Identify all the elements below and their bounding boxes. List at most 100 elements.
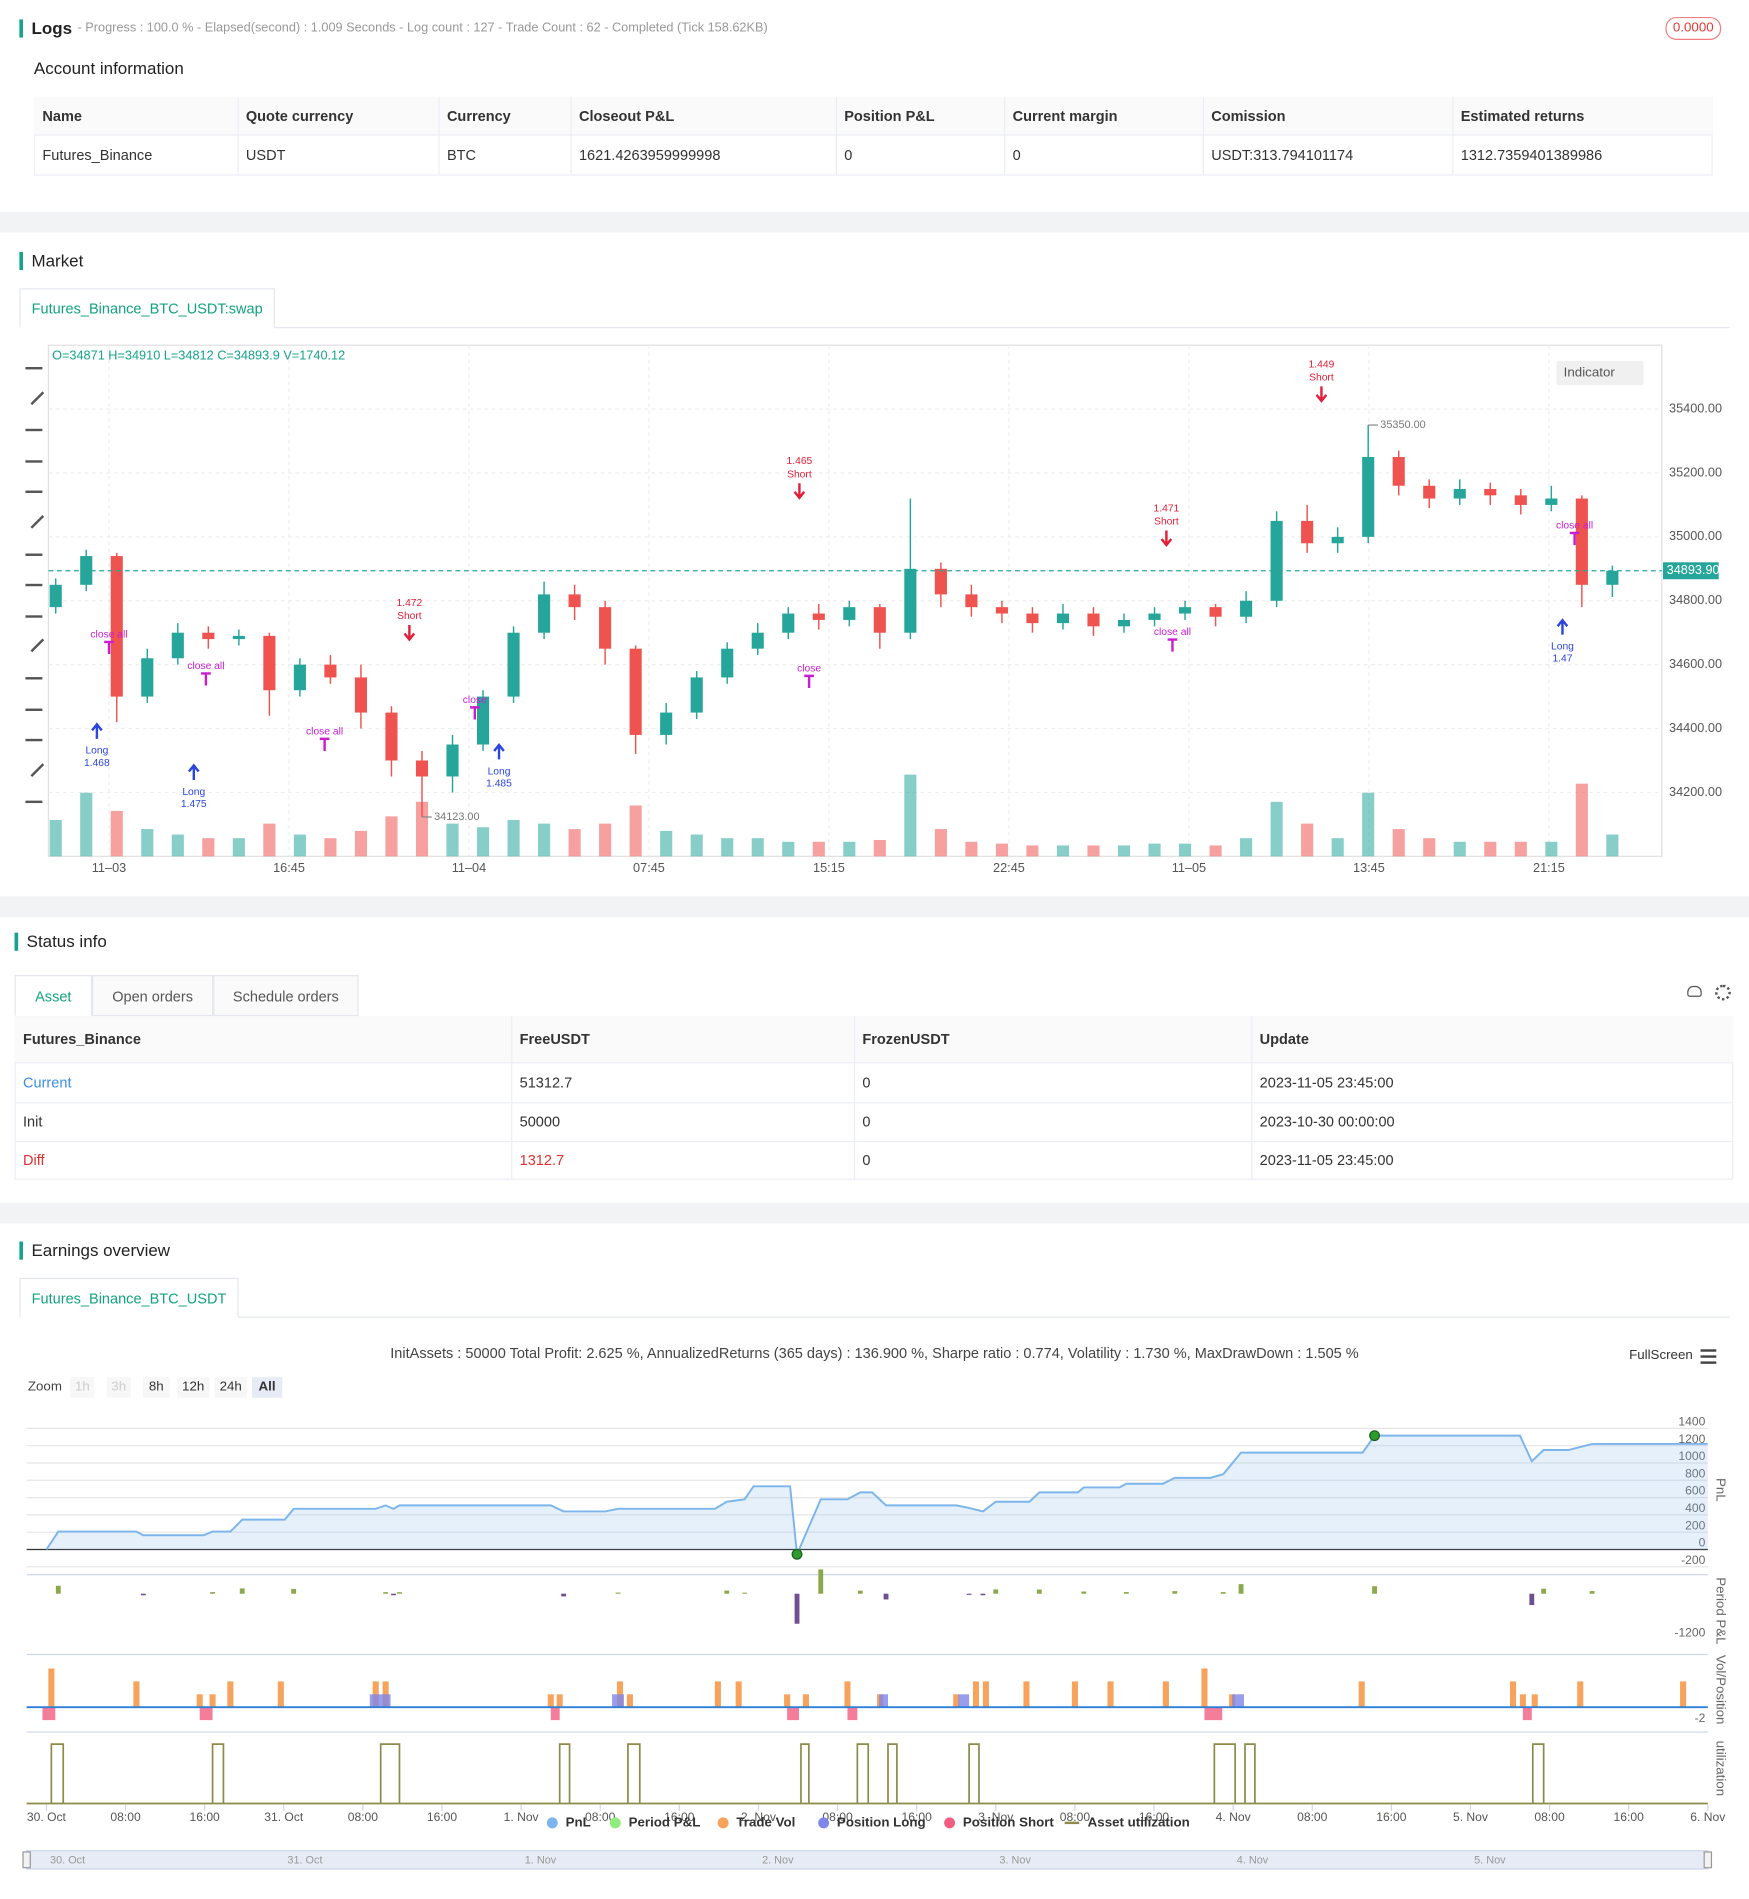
cell: USDT:313.794101174 [1211,146,1354,164]
zoom-button[interactable]: 12h [176,1377,210,1398]
col-divider [835,96,837,176]
tool-icon[interactable] [25,357,43,370]
tab[interactable]: Futures_Binance_BTC_USDT:swap [19,288,275,329]
close-arrow [319,737,330,751]
volume-bar [232,838,245,857]
tool-icon[interactable] [25,791,43,804]
signal-amount: 1.449 [1309,359,1335,370]
tab[interactable]: Schedule orders [213,975,359,1017]
bar [784,1694,791,1708]
cell: 51312.7 [519,1074,573,1092]
y-tick-label: 400 [1685,1501,1705,1515]
close-arrow [804,674,814,688]
candle-body [1514,495,1527,505]
y-tick-label: -200 [1681,1553,1706,1567]
bar [1529,1593,1535,1606]
bar [714,1681,721,1708]
signal-amount: 1.472 [397,598,423,609]
zoom-button[interactable]: 24h [214,1377,248,1398]
candle-body [629,648,642,735]
indicator-button[interactable]: Indicator [1556,360,1644,386]
earnings-chart: 1400 1200 1000 800 600 400 200 0 -200 PnL -1200 Per… [22,1415,1728,1870]
candle-body [568,594,581,608]
zoom-button[interactable]: 3h [106,1377,131,1398]
volume-bar [934,829,947,857]
signal-label: Long [488,766,511,777]
navigator-label: 31. Oct [287,1854,322,1866]
x-tick-label: 08:00 [1060,1810,1091,1824]
fullscreen-button[interactable]: FullScreen [1629,1348,1693,1363]
signal-label: Short [1309,373,1334,384]
position-block [612,1694,624,1708]
signal-label: Short [397,611,422,622]
cell: 1621.4263959999998 [578,146,721,164]
volume-bar [141,829,154,857]
close-arrow [1569,531,1580,546]
candle-body [1606,570,1619,585]
tool-icon[interactable] [25,543,43,556]
candle-body [171,632,184,659]
x-tick-label: 07:45 [633,860,665,875]
candle-body [751,632,764,649]
volume-bar [1453,841,1466,857]
tool-icon[interactable] [25,698,43,711]
utilization-step [1531,1743,1545,1804]
tool-icon[interactable] [25,729,43,742]
candle-body [385,712,398,761]
bar [1541,1588,1547,1594]
bar [547,1694,554,1708]
signal-amount: 1.475 [181,799,207,810]
tool-icon[interactable] [25,450,43,463]
volume-bar [873,839,886,857]
bar [1162,1681,1169,1708]
panel-axis-label: Vol/Position [1713,1655,1728,1725]
cell: Diff [23,1151,45,1169]
volume-bar [324,838,337,857]
bar [133,1681,140,1708]
y-tick-label: 34800.00 [1669,592,1722,607]
utilization-step [800,1743,810,1804]
tool-icon[interactable] [25,605,43,618]
icon-download[interactable] [1687,985,1702,997]
cell: 0 [844,146,853,164]
bar [277,1681,284,1708]
tab[interactable]: Futures_Binance_BTC_USDT [19,1277,239,1318]
tool-icon[interactable] [25,419,43,432]
menu-icon[interactable] [1700,1349,1717,1364]
tab[interactable]: Asset [14,975,93,1017]
bar [1509,1681,1517,1708]
x-tick-label: 16:45 [273,860,305,875]
volume-bar [965,841,978,857]
zoom-button[interactable]: 1h [70,1377,95,1398]
candle-body [263,635,276,691]
zoom-button[interactable]: All [251,1377,283,1398]
cell: 50000 [519,1113,561,1131]
candle-body [965,594,978,608]
candle-body [538,594,551,633]
section-gap [0,211,1749,233]
cell: 2023-11-05 23:45:00 [1259,1151,1394,1169]
x-tick-label: 2. Nov [741,1810,777,1824]
bar [397,1592,402,1594]
position-block [879,1694,889,1708]
tool-icon[interactable] [25,481,43,494]
tool-icon[interactable] [25,667,43,680]
bar [1023,1681,1030,1708]
extreme-dot [1369,1430,1381,1442]
signal-arrow [1315,386,1328,403]
tool-icon[interactable] [25,574,43,587]
x-tick-label: 08:00 [585,1810,616,1824]
x-tick-label: 1. Nov [504,1810,540,1824]
volume-bar [1331,838,1344,857]
icon-settings[interactable] [1715,984,1731,1001]
section-title: Earnings overview [31,1240,171,1260]
volume-bar [1056,845,1070,857]
candle-body [1575,498,1588,585]
zoom-button[interactable]: 8h [142,1377,170,1398]
position-block [199,1707,213,1721]
tab[interactable]: Open orders [92,975,214,1017]
volume-bar [1362,792,1375,857]
bar [227,1681,234,1708]
volume-bar [721,838,734,857]
